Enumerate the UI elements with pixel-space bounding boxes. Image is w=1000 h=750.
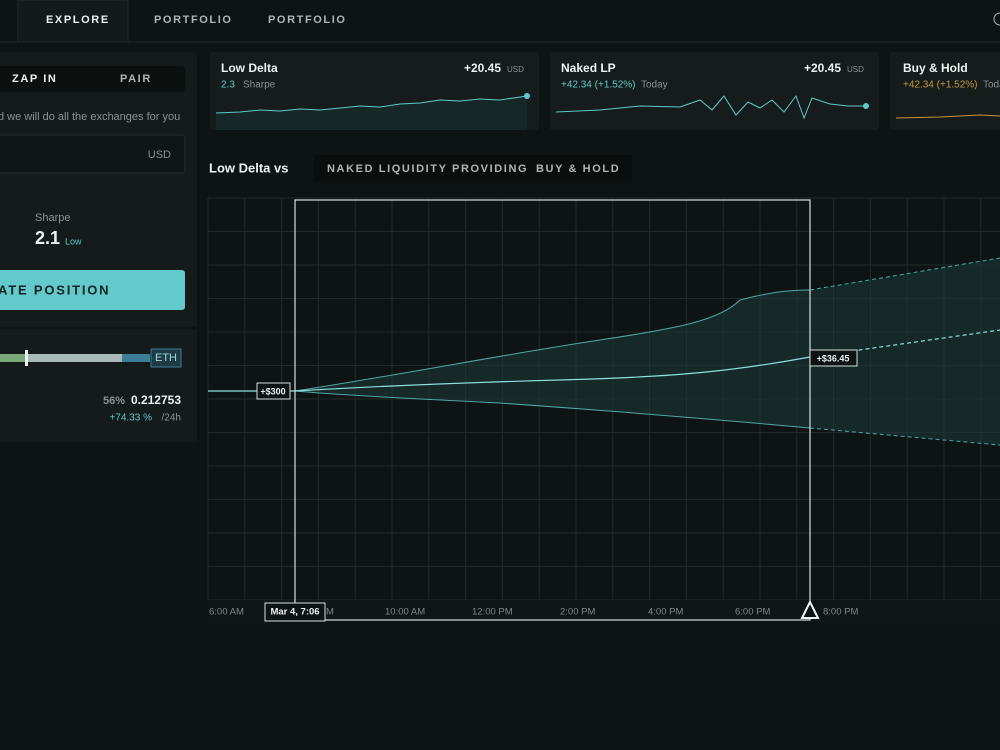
strategy-card[interactable]: Buy & Hold +42.34 (+1.52%) Toda bbox=[890, 52, 1000, 130]
sparkline bbox=[215, 95, 528, 114]
range-area bbox=[295, 258, 1000, 445]
nav-bar bbox=[0, 0, 1000, 42]
card-title[interactable]: Low Delta bbox=[221, 61, 278, 75]
nav-tab-active[interactable] bbox=[17, 0, 129, 43]
share: 56% bbox=[103, 395, 125, 407]
nav-tab[interactable]: PORTFOLIO bbox=[154, 14, 233, 26]
x-tick-label: 8:00 PM bbox=[823, 607, 858, 618]
card-value[interactable]: +20.45 bbox=[804, 61, 841, 75]
end-badge bbox=[809, 349, 858, 367]
card-title[interactable]: Buy & Hold bbox=[903, 61, 968, 75]
cursor-label[interactable]: Mar 4, 7:06 bbox=[270, 607, 319, 618]
period: /24h bbox=[162, 413, 181, 424]
sparkline-dot bbox=[863, 103, 869, 109]
x-tick-label: 6:00 PM bbox=[735, 607, 770, 618]
upper-line bbox=[294, 289, 811, 392]
card-period[interactable]: Today bbox=[641, 80, 668, 91]
card-bg[interactable] bbox=[550, 52, 879, 130]
start-badge bbox=[256, 382, 291, 400]
cursor-badge[interactable] bbox=[264, 602, 326, 622]
hint: d we will do all the exchanges for you bbox=[0, 111, 180, 123]
currency: USD bbox=[148, 149, 171, 161]
end-label: +$36.45 bbox=[817, 353, 850, 363]
sparkline bbox=[555, 94, 866, 120]
card-unit[interactable]: USD bbox=[847, 65, 864, 74]
sharpe-value: 2.1 bbox=[35, 228, 60, 248]
card-title[interactable]: Naked LP bbox=[561, 61, 616, 75]
x-tick-label: M bbox=[326, 607, 334, 618]
card-sharpe[interactable]: 2.3 bbox=[221, 80, 235, 91]
nav-tab[interactable]: EXPLORE bbox=[46, 14, 110, 26]
ratio-bar-left bbox=[0, 354, 26, 362]
panel-tabs bbox=[0, 66, 185, 92]
x-tick-label: 4:00 PM bbox=[648, 607, 683, 618]
lower-projection bbox=[809, 427, 1000, 446]
comparison-option[interactable]: BUY & HOLD bbox=[536, 163, 620, 175]
x-tick-label: 2:00 PM bbox=[560, 607, 595, 618]
comparison-options bbox=[314, 155, 632, 182]
comparison-option[interactable]: NAKED LIQUIDITY PROVIDING bbox=[327, 163, 528, 175]
strategy-card[interactable]: Naked LP +20.45 USD +42.34 (+1.52%) Toda… bbox=[550, 52, 879, 130]
change: +74.33 % bbox=[109, 413, 152, 424]
ratio-marker bbox=[25, 350, 28, 366]
sparkline-dot bbox=[524, 93, 530, 99]
create-button-label[interactable]: ATE POSITION bbox=[0, 282, 110, 297]
x-tick-label: 6:00 AM bbox=[209, 607, 244, 618]
sparkline bbox=[895, 114, 1000, 119]
ratio-bar-right bbox=[122, 354, 150, 362]
main-line bbox=[208, 356, 811, 392]
start-label: +$300 bbox=[260, 386, 285, 396]
card-sharpe-label[interactable]: Sharpe bbox=[243, 80, 276, 91]
card-period[interactable]: Toda bbox=[983, 80, 1000, 91]
create-button[interactable] bbox=[0, 270, 185, 310]
card-change[interactable]: +42.34 (+1.52%) bbox=[903, 80, 978, 91]
nav-tab[interactable]: PORTFOLIO bbox=[268, 14, 347, 26]
token: ETH bbox=[155, 352, 177, 364]
lower-line bbox=[294, 390, 811, 429]
card-value[interactable]: +20.45 bbox=[464, 61, 501, 75]
sharpe-label: Sharpe bbox=[35, 212, 70, 224]
selection-range[interactable] bbox=[294, 199, 811, 621]
strategy-card[interactable]: Low Delta +20.45 USD 2.3 Sharpe bbox=[210, 52, 539, 130]
card-bg[interactable] bbox=[890, 52, 1000, 130]
x-axis: 6:00 AM M 10:00 AM 12:00 PM 2:00 PM 4:00 PM 6:… bbox=[209, 607, 858, 618]
card-change[interactable]: +42.34 (+1.52%) bbox=[561, 80, 636, 91]
x-tick-label: 10:00 AM bbox=[385, 607, 425, 618]
comparison-title: Low Delta vs bbox=[209, 160, 288, 175]
x-tick-label: 12:00 PM bbox=[472, 607, 513, 618]
panel-tab[interactable]: PAIR bbox=[120, 73, 152, 85]
search-icon[interactable] bbox=[993, 12, 1000, 26]
panel-tab[interactable]: ZAP IN bbox=[12, 73, 57, 85]
token-badge bbox=[150, 348, 182, 368]
sharpe-rating: Low bbox=[65, 236, 82, 246]
end-handle[interactable] bbox=[800, 599, 820, 619]
card-unit[interactable]: USD bbox=[507, 65, 524, 74]
amount-input[interactable] bbox=[0, 134, 186, 174]
sparkline-area bbox=[216, 96, 527, 130]
amount: 0.212753 bbox=[131, 393, 181, 407]
ratio-bar-mid bbox=[28, 354, 122, 362]
